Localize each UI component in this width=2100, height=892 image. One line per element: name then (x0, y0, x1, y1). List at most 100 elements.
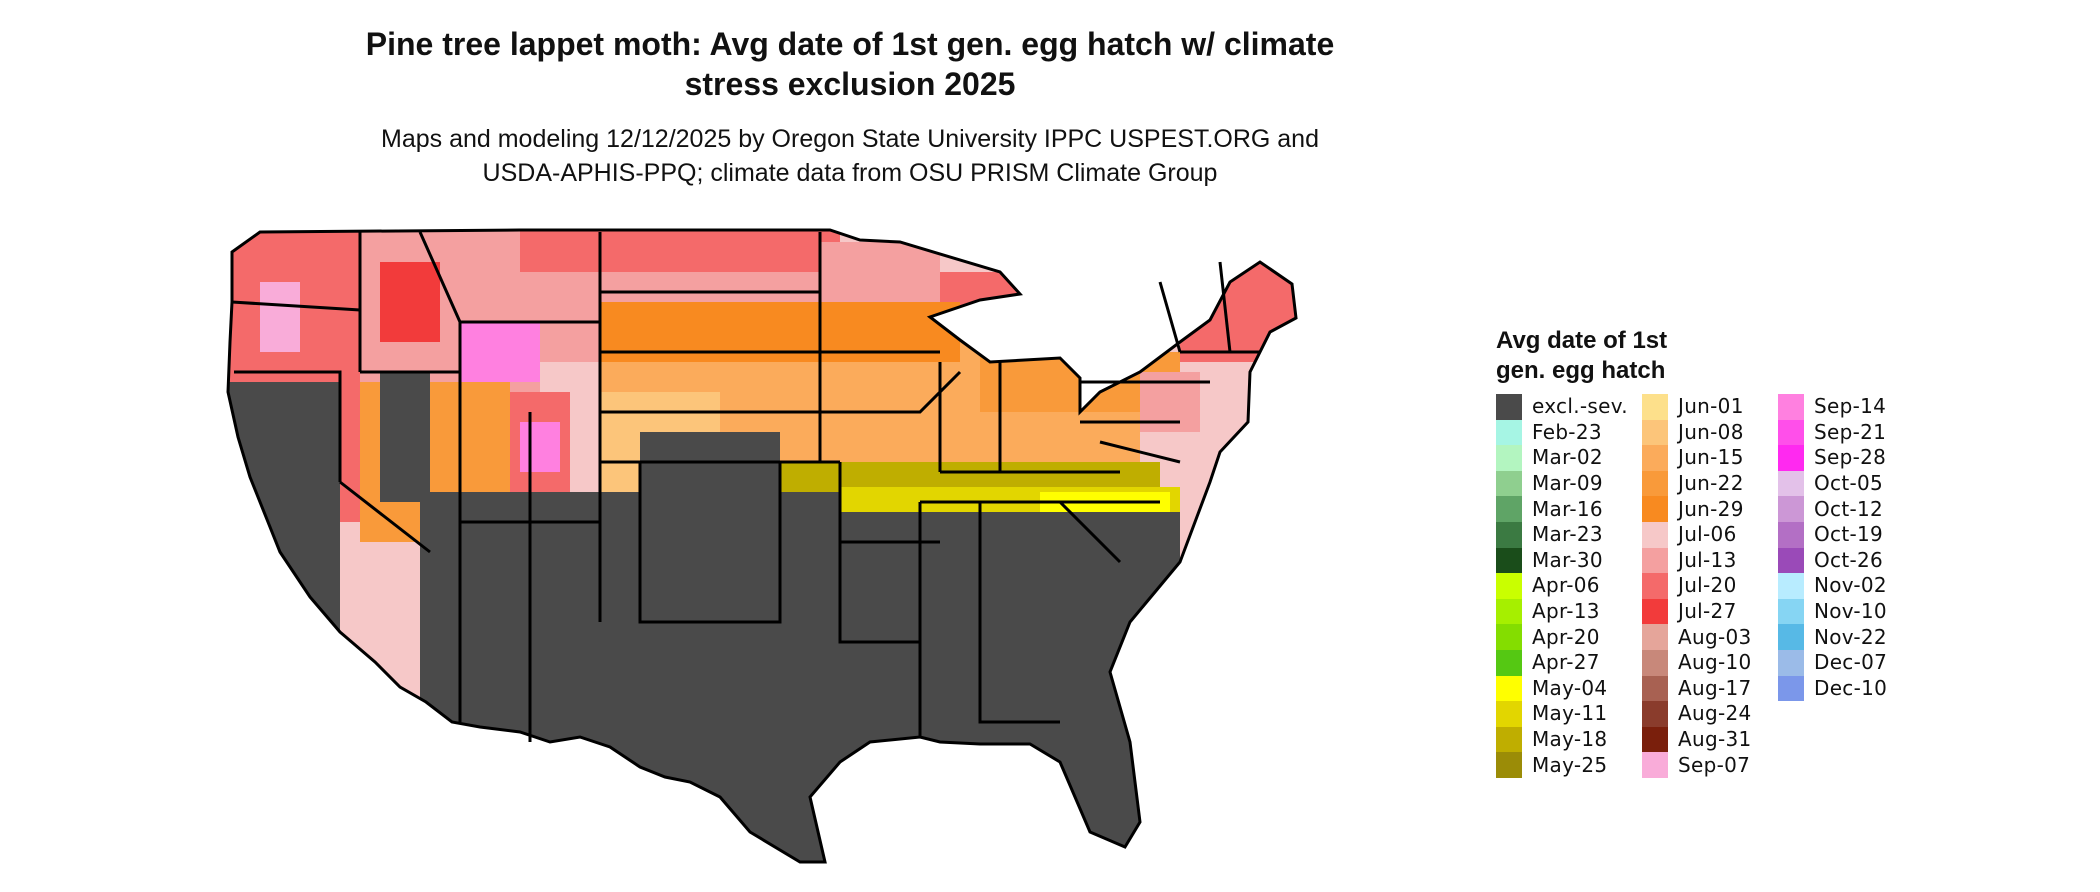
legend-item: Aug-10 (1642, 649, 1832, 676)
legend-item: May-11 (1496, 701, 1686, 727)
region-wyoming-peaks (460, 322, 540, 382)
legend-label: Mar-30 (1532, 547, 1603, 572)
legend-label: Oct-12 (1814, 496, 1884, 521)
legend-item: Jul-20 (1642, 573, 1832, 599)
legend-item: Oct-05 (1778, 470, 1968, 497)
legend-swatch (1778, 624, 1804, 650)
legend-item: Oct-12 (1778, 496, 1968, 522)
legend-swatch (1778, 598, 1804, 625)
legend-label: Sep-21 (1814, 419, 1887, 444)
map-subtitle-line-1: Maps and modeling 12/12/2025 by Oregon S… (381, 125, 1319, 153)
legend-item: Jul-13 (1642, 547, 1832, 574)
legend-label: Sep-07 (1678, 752, 1751, 777)
legend-label: Apr-06 (1532, 573, 1600, 598)
legend-label: May-18 (1532, 727, 1608, 752)
legend-label: Feb-23 (1532, 419, 1602, 444)
legend-swatch (1496, 470, 1522, 497)
legend-label: Apr-27 (1532, 650, 1600, 675)
legend-item: Apr-13 (1496, 598, 1686, 625)
legend-item: Nov-10 (1778, 598, 1968, 625)
legend-label: Jun-22 (1678, 471, 1744, 496)
border-maine (1218, 261, 1232, 353)
region-southwest-excluded (420, 492, 840, 862)
region-montana-north (520, 230, 840, 272)
legend-item: Jun-22 (1642, 470, 1832, 497)
legend-swatch (1496, 521, 1522, 548)
legend-item: Mar-30 (1496, 547, 1686, 574)
legend-swatch (1778, 573, 1804, 599)
region-oklahoma-excluded (640, 432, 780, 502)
legend-item: Sep-28 (1778, 445, 1968, 471)
legend-column-1: excl.-sev. Feb-23 Mar-02 Mar-09 Mar-16 Mar-23… (1496, 394, 1686, 778)
legend-swatch (1778, 445, 1804, 471)
legend-swatch (1642, 496, 1668, 522)
border-al-ga (978, 502, 1060, 724)
legend-label: May-25 (1532, 752, 1608, 777)
legend-label: Dec-07 (1814, 650, 1888, 675)
region-colorado-peaks (520, 422, 560, 472)
region-upper-great-lakes (940, 272, 1140, 342)
legend-label: Jun-15 (1678, 445, 1744, 470)
legend-item: Mar-09 (1496, 470, 1686, 497)
legend-label: Nov-22 (1814, 624, 1887, 649)
border-wa-or (231, 300, 361, 312)
legend-swatch (1496, 419, 1522, 446)
legend-swatch (1496, 598, 1522, 625)
legend-label: Nov-10 (1814, 599, 1887, 624)
region-idaho-mountains (380, 262, 440, 342)
legend-swatch (1496, 752, 1522, 778)
legend-label: Jul-13 (1678, 547, 1737, 572)
legend-item: May-18 (1496, 726, 1686, 753)
legend-column-3: Sep-14 Sep-21 Sep-28 Oct-05 Oct-12 Oct-19 Oct-… (1778, 394, 1968, 702)
legend-swatch (1642, 624, 1668, 650)
legend-item: Sep-21 (1778, 419, 1968, 446)
legend-swatch (1778, 675, 1804, 702)
legend-item: Jun-01 (1642, 394, 1832, 420)
legend-label: Aug-10 (1678, 650, 1752, 675)
legend-label: Jul-06 (1678, 522, 1737, 547)
legend-item: Aug-03 (1642, 624, 1832, 650)
map-subtitle: Maps and modeling 12/12/2025 by Oregon S… (300, 122, 1400, 190)
border-va (1099, 440, 1181, 464)
legend-swatch (1496, 649, 1522, 676)
legend-label: Oct-26 (1814, 547, 1884, 572)
legend-swatch (1642, 675, 1668, 702)
legend-swatch (1642, 419, 1668, 446)
legend-swatch (1642, 649, 1668, 676)
legend-item: Aug-31 (1642, 726, 1832, 753)
legend-item: Apr-27 (1496, 649, 1686, 676)
map-subtitle-line-2: USDA-APHIS-PPQ; climate data from OSU PR… (482, 159, 1218, 187)
legend-item: Jun-15 (1642, 445, 1832, 471)
legend-item: Dec-10 (1778, 675, 1968, 702)
legend-item: Jun-08 (1642, 419, 1832, 446)
border-ia-mo (840, 370, 962, 414)
state-borders (226, 228, 1298, 864)
legend-label: Aug-31 (1678, 727, 1752, 752)
legend-swatch (1642, 547, 1668, 574)
legend-title-line-1: Avg date of 1st (1496, 327, 1668, 354)
legend-swatch (1642, 726, 1668, 753)
map-title: Pine tree lappet moth: Avg date of 1st g… (300, 24, 1400, 104)
legend-label: Oct-05 (1814, 471, 1884, 496)
legend-swatch (1642, 701, 1668, 727)
region-minnesota (820, 242, 940, 302)
legend-label: Mar-23 (1532, 522, 1603, 547)
legend-item: Nov-22 (1778, 624, 1968, 650)
legend-item: Apr-06 (1496, 573, 1686, 599)
legend-item: Oct-26 (1778, 547, 1968, 574)
legend-swatch (1496, 445, 1522, 471)
legend-swatch (1496, 726, 1522, 753)
border-ga-sc (1058, 500, 1122, 564)
border-or-ca-nv (234, 370, 342, 482)
legend-swatch (1642, 521, 1668, 548)
legend-swatch (1778, 547, 1804, 574)
legend-label: May-11 (1532, 701, 1608, 726)
legend-swatch (1642, 394, 1668, 420)
legend-label: May-04 (1532, 675, 1608, 700)
legend-item: Dec-07 (1778, 649, 1968, 676)
legend-swatch (1496, 624, 1522, 650)
legend-label: Apr-13 (1532, 599, 1600, 624)
legend-label: Nov-02 (1814, 573, 1887, 598)
border-la (838, 542, 920, 644)
legend-label: Jul-20 (1678, 573, 1737, 598)
